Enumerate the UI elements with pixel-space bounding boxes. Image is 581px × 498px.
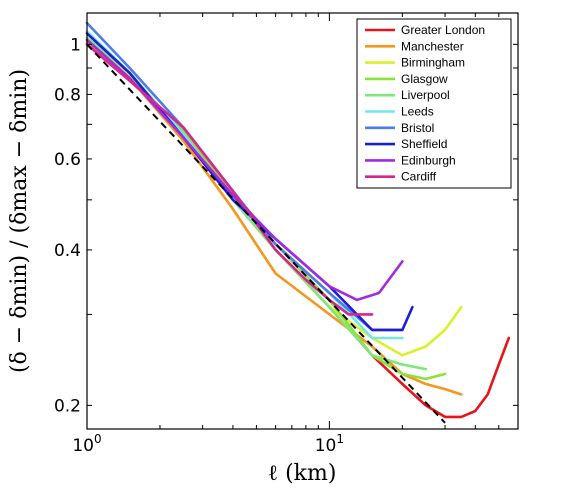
legend-label-3: Glasgow — [401, 72, 448, 86]
series-line-9 — [85, 43, 374, 316]
x-tick-label-0: 100 — [72, 432, 101, 456]
y-tick-label-4: 1 — [70, 35, 81, 55]
legend-label-2: Birmingham — [401, 56, 465, 70]
y-tick-label-2: 0.6 — [54, 150, 81, 170]
y-tick-label-0: 0.2 — [54, 396, 81, 416]
y-tick-label-1: 0.4 — [54, 241, 81, 261]
legend-label-1: Manchester — [401, 39, 464, 53]
legend-label-4: Liverpool — [401, 88, 450, 102]
legend-label-9: Cardiff — [401, 170, 437, 184]
y-axis-title: (δ − δmin) / (δmax − δmin) — [7, 69, 32, 373]
x-axis-title: ℓ (km) — [268, 461, 337, 486]
series-line-1 — [85, 40, 463, 396]
legend: Greater London Manchester Birmingham Glasgo… — [356, 18, 512, 189]
legend-label-0: Greater London — [401, 23, 485, 37]
x-tick-label-1: 101 — [315, 432, 344, 456]
legend-label-7: Sheffield — [401, 137, 447, 151]
y-tick-label-3: 0.8 — [54, 85, 81, 105]
axis-ticks: 100 101 0.2 0.4 0.6 0.8 1 — [54, 13, 519, 456]
plot-frame — [86, 12, 519, 430]
legend-label-5: Leeds — [401, 105, 434, 119]
plot-area — [85, 21, 511, 424]
legend-label-8: Edinburgh — [401, 153, 456, 167]
legend-label-6: Bristol — [401, 121, 434, 135]
reference-line — [86, 43, 446, 424]
series-line-6 — [85, 21, 404, 332]
